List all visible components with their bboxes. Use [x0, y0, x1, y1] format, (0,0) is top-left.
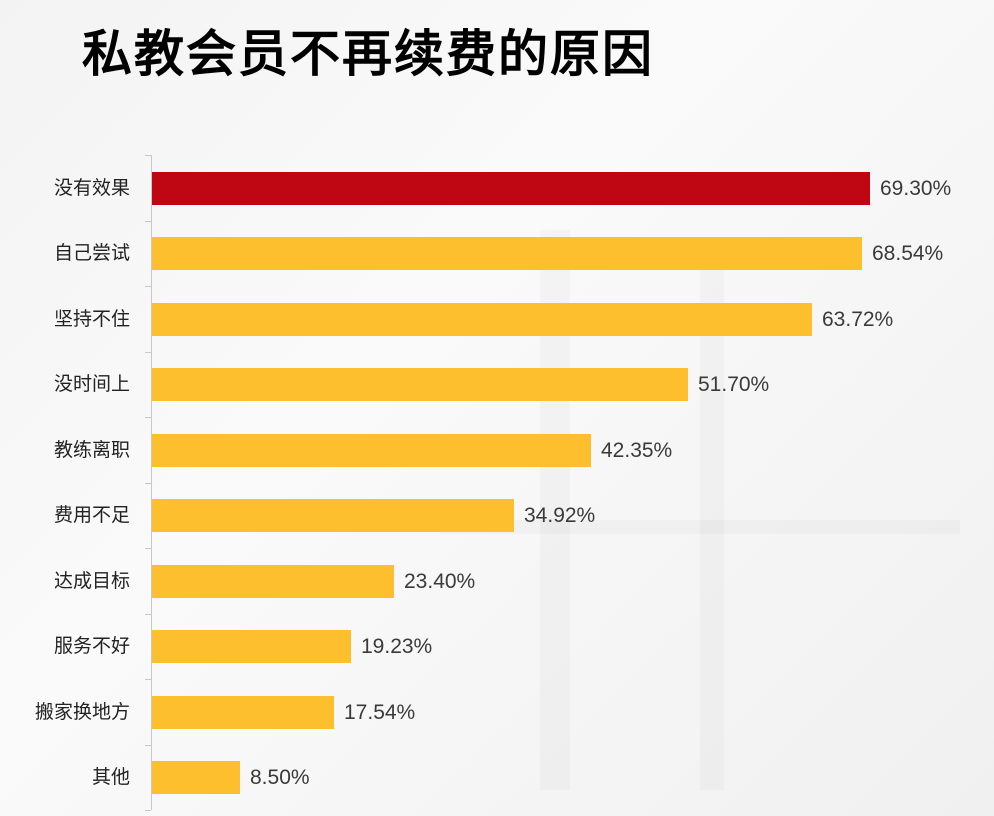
page-title: 私教会员不再续费的原因	[82, 25, 654, 83]
bar	[152, 303, 812, 336]
bar-row: 其他 8.50%	[0, 761, 994, 794]
bar	[152, 172, 870, 205]
bar-row: 搬家换地方 17.54%	[0, 696, 994, 729]
bar	[152, 499, 514, 532]
value-label: 19.23%	[361, 635, 433, 658]
value-label: 63.72%	[822, 308, 894, 331]
category-label: 其他	[91, 767, 130, 788]
bar-row: 费用不足 34.92%	[0, 499, 994, 532]
bar	[152, 368, 688, 401]
bar-row: 服务不好 19.23%	[0, 630, 994, 663]
category-label: 达成目标	[53, 571, 130, 592]
category-label: 没有效果	[53, 178, 130, 199]
bar	[152, 434, 591, 467]
value-label: 8.50%	[250, 766, 310, 789]
bar	[152, 630, 351, 663]
value-label: 34.92%	[524, 504, 596, 527]
category-label: 教练离职	[53, 440, 130, 461]
axis-tick	[145, 810, 151, 811]
bar-row: 教练离职 42.35%	[0, 434, 994, 467]
value-label: 42.35%	[601, 439, 673, 462]
value-label: 69.30%	[880, 177, 952, 200]
axis-tick	[145, 483, 151, 484]
axis-tick	[145, 286, 151, 287]
bar-row: 达成目标 23.40%	[0, 565, 994, 598]
bar	[152, 565, 394, 598]
bar	[152, 696, 334, 729]
value-label: 51.70%	[698, 373, 770, 396]
axis-tick	[145, 155, 151, 156]
category-label: 费用不足	[53, 505, 130, 526]
value-label: 68.54%	[872, 242, 944, 265]
bar-row: 坚持不住 63.72%	[0, 303, 994, 336]
axis-tick	[145, 679, 151, 680]
bar	[152, 761, 240, 794]
category-label: 没时间上	[53, 374, 130, 395]
bar-row: 没时间上 51.70%	[0, 368, 994, 401]
category-label: 服务不好	[53, 636, 130, 657]
axis-tick	[145, 745, 151, 746]
category-label: 自己尝试	[53, 243, 130, 264]
axis-tick	[145, 352, 151, 353]
axis-tick	[145, 548, 151, 549]
bar-row: 自己尝试 68.54%	[0, 237, 994, 270]
bar	[152, 237, 862, 270]
axis-tick	[145, 221, 151, 222]
value-label: 23.40%	[404, 570, 476, 593]
category-label: 搬家换地方	[34, 702, 130, 723]
axis-tick	[145, 614, 151, 615]
value-label: 17.54%	[344, 701, 416, 724]
category-axis-line	[151, 155, 152, 810]
axis-tick	[145, 417, 151, 418]
category-label: 坚持不住	[53, 309, 130, 330]
bar-row: 没有效果 69.30%	[0, 172, 994, 205]
